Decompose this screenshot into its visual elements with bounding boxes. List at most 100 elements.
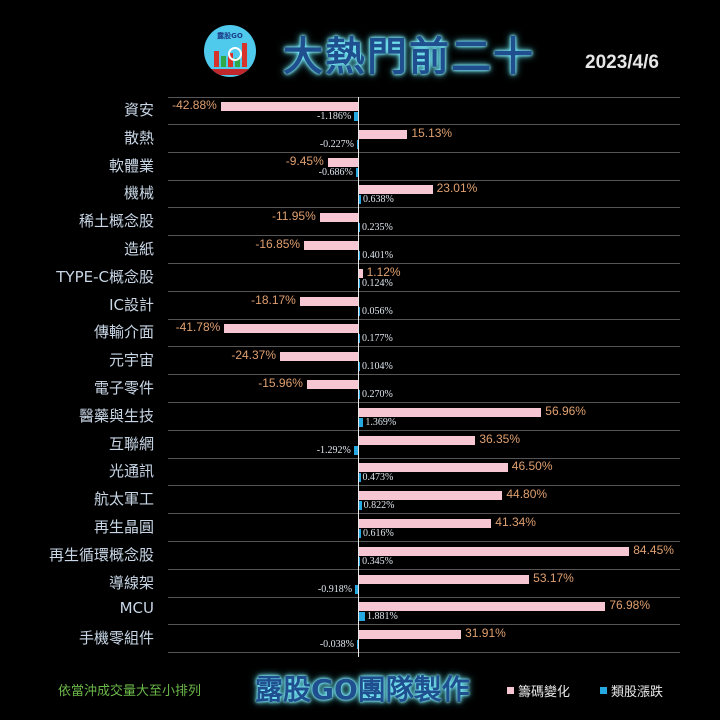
magnifier-icon [228,47,242,61]
sector-change-bar [359,278,360,288]
chip-change-bar [359,407,542,417]
chip-change-bar [306,380,358,389]
chip-change-bar [224,324,358,334]
chart-row: 電子零件 -15.96% 0.270% [0,375,720,403]
category-label: 稀土概念股 [78,212,154,231]
grid-line [168,346,680,348]
chip-change-bar [327,157,358,167]
sector-change-label: 0.638% [363,194,394,206]
sector-change-label: 1.881% [367,611,398,623]
sector-change-bar [353,445,358,455]
chip-change-label: 53.17% [533,570,574,585]
chip-change-label: -42.88% [172,98,217,112]
chip-change-label: -18.17% [251,292,296,307]
legend-label: 類股漲跌 [611,685,664,700]
chip-change-bar [359,491,503,501]
grid-line [168,541,680,542]
sort-note: 依當沖成交量大至小排列 [58,684,202,699]
sector-change-bar [355,167,358,177]
legend-item-chip: 籌碼變化 [507,681,570,700]
category-label: 軟體業 [108,156,154,175]
sector-change-label: -0.038% [319,639,354,651]
sector-change-label: -0.686% [318,166,353,178]
chip-change-label: 23.01% [436,181,478,196]
grid-line [168,652,680,654]
chip-change-bar [280,352,358,362]
chip-change-label: -41.78% [175,320,221,335]
grid-line [168,513,680,515]
chip-change-label: -16.85% [255,237,301,251]
chart-row: 機械 23.01% 0.638% [0,180,720,209]
logo-text: 露股GO [217,32,243,40]
grid-line [168,207,680,209]
chart-row: 醫藥與生技 56.96% 1.369% [0,403,720,431]
sector-change-label: 1.369% [365,416,397,428]
sector-change-bar [359,417,364,427]
grid-line [168,624,680,626]
category-label: 機械 [123,184,154,203]
chip-change-bar [359,268,363,278]
chart-row: 手機零組件 31.91% -0.038% [0,625,720,654]
category-label: IC設計 [109,295,154,314]
sector-change-bar [359,556,361,566]
sector-change-bar [357,640,358,650]
chart-row: 元宇宙 -24.37% 0.104% [0,347,720,376]
sector-change-bar [359,223,360,233]
chip-change-bar [220,102,358,111]
sector-change-bar [359,195,362,205]
chart-row: 再生晶圓 41.34% 0.616% [0,514,720,542]
chart-row: 再生循環概念股 84.45% 0.345% [0,542,720,570]
category-label: 導線架 [108,573,154,592]
chip-change-label: -9.45% [285,153,324,168]
chip-change-label: -15.96% [258,376,303,390]
chart-row: 互聯網 36.35% -1.292% [0,431,720,459]
sector-change-label: 0.177% [362,333,393,345]
sector-change-bar [359,362,360,372]
sector-change-bar [357,139,358,149]
chip-change-label: -24.37% [231,348,277,363]
chip-change-bar [359,519,492,528]
sector-change-label: 0.104% [362,361,393,373]
logo-bar-icon [214,51,219,67]
category-label: 散熱 [123,128,154,147]
chart-row: 資安 -42.88% -1.186% [0,97,720,125]
grid-line [168,374,680,376]
grid-line [168,290,680,292]
grid-line [168,485,680,487]
chip-change-bar [359,602,606,612]
sector-change-label: 0.235% [362,222,393,234]
chip-change-bar [359,574,530,584]
category-label: 醫藥與生技 [78,406,154,425]
sector-change-bar [359,251,361,260]
chip-change-label: 36.35% [479,431,521,446]
grid-line [168,179,680,181]
sector-change-label: 0.056% [362,305,393,317]
sector-change-bar [359,501,362,511]
chart-row: 散熱 15.13% -0.227% [0,125,720,153]
chart-row: 航太軍工 44.80% 0.822% [0,486,720,515]
sector-change-label: 0.473% [362,472,394,484]
chart-row: 軟體業 -9.45% -0.686% [0,153,720,181]
sector-change-label: 0.345% [362,555,393,567]
category-label: 資安 [123,101,154,119]
sector-change-label: 0.401% [362,250,394,261]
grid-line [168,318,680,320]
chip-change-label: 44.80% [506,487,548,502]
grid-line [168,568,680,570]
chip-change-label: 1.12% [366,264,401,279]
sector-change-label: 0.822% [363,500,395,512]
category-label: TYPE-C概念股 [56,267,154,286]
chart-date: 2023/4/6 [585,52,659,73]
sector-change-bar [359,473,361,483]
maker-credit: 露股GO團隊製作 [255,673,470,706]
sector-change-label: -1.292% [316,444,351,456]
chart-row: 導線架 53.17% -0.918% [0,570,720,598]
sector-change-label: -0.918% [317,583,353,595]
chip-change-label: 41.34% [495,515,536,529]
grid-line [168,263,680,264]
grid-line [168,457,680,459]
logo-bar-icon [235,58,240,67]
grid-line [168,402,680,403]
chart-row: 傳輸介面 -41.78% 0.177% [0,319,720,348]
sector-change-bar [355,584,358,594]
